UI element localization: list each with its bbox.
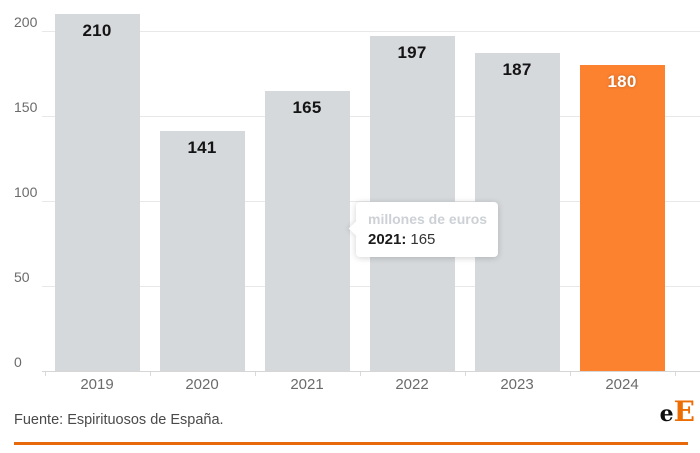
bar-value-label-2024: 180 — [607, 72, 637, 91]
x-axis-tick — [674, 372, 676, 376]
bar-2019[interactable] — [54, 14, 140, 371]
bar-value-label-2019: 210 — [82, 21, 112, 40]
bar-2024[interactable] — [579, 65, 665, 371]
x-axis-tick — [464, 372, 466, 376]
x-axis-tick — [359, 372, 361, 376]
x-axis-label-2022: 2022 — [395, 376, 429, 393]
tooltip-value-row: 2021: 165 — [368, 231, 486, 248]
logo-letter-E: E — [673, 395, 695, 428]
x-axis-tick — [254, 372, 256, 376]
x-axis-tick — [569, 372, 571, 376]
bar-value-label-2022: 197 — [397, 43, 427, 63]
y-axis-tick-label: 0 — [14, 354, 22, 370]
x-axis-tick — [149, 372, 151, 376]
source-text: Fuente: Espirituosos de España. — [14, 412, 224, 428]
x-axis-label-2020: 2020 — [185, 376, 219, 393]
eleconomista-logo[interactable]: eE — [660, 397, 695, 431]
bar-value-label-2023: 187 — [502, 60, 532, 80]
tooltip-value: 165 — [410, 231, 436, 248]
y-axis-tick-label: 100 — [14, 184, 38, 200]
bar-2021[interactable] — [264, 90, 350, 371]
bar-chart-plot-area: 0 50 100 150 200 210 2019 141 2020 165 2021 197 2022… — [14, 14, 700, 393]
tooltip-category-label: 2021: — [368, 231, 407, 248]
x-axis-label-2021: 2021 — [290, 376, 324, 393]
gridline-200 — [42, 31, 700, 32]
logo-letter-e: e — [659, 401, 674, 427]
tooltip-unit-header: millones de euros — [368, 211, 488, 227]
bar-value-label-2021: 165 — [292, 97, 322, 117]
gridline-0 — [42, 371, 700, 372]
x-axis-label-2023: 2023 — [500, 376, 534, 393]
x-axis-label-2019: 2019 — [80, 376, 114, 393]
bar-value-label-2020: 141 — [187, 138, 217, 158]
y-axis-tick-label: 150 — [14, 99, 38, 115]
x-axis-label-2024: 2024 — [605, 376, 639, 393]
chart-tooltip: millones de euros 2021: 165 — [348, 202, 498, 257]
x-axis-tick — [44, 372, 46, 376]
footer: Fuente: Espirituosos de España. eE — [0, 395, 700, 453]
y-axis-tick-label: 200 — [14, 14, 38, 30]
y-axis-tick-label: 50 — [14, 269, 30, 285]
bar-2020[interactable] — [159, 131, 245, 371]
footer-orange-rule — [14, 442, 688, 445]
